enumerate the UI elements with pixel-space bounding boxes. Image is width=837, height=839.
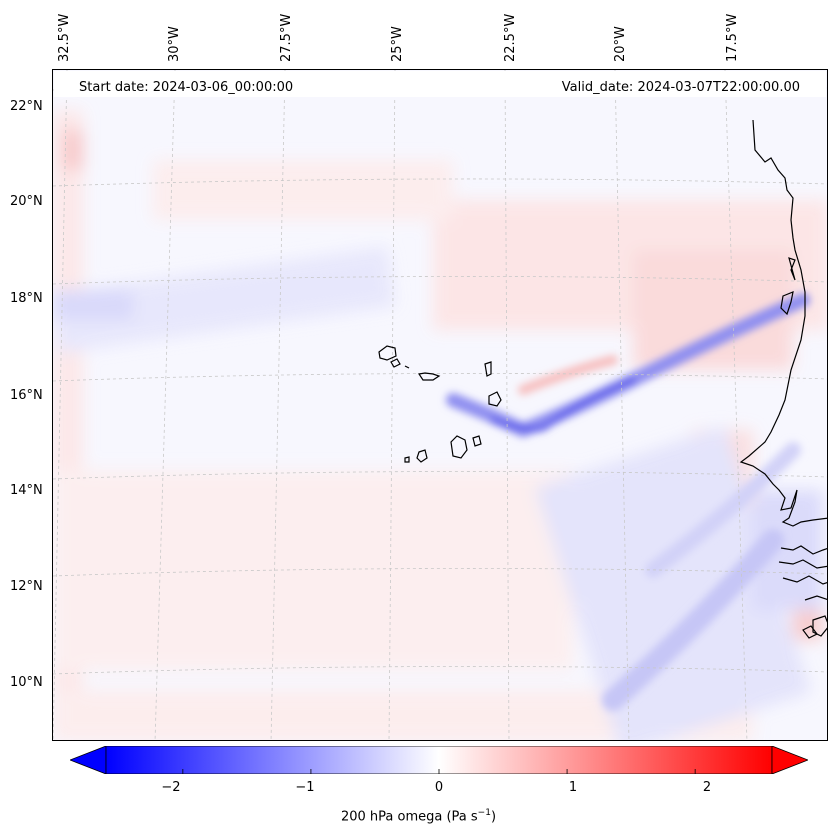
lon-label-20w: 20°W: [613, 26, 628, 62]
cape-verde-island: [378, 345, 397, 361]
lon-label-25w: 25°W: [390, 26, 405, 62]
positive-area: [63, 130, 83, 170]
lon-label-22.5w: 22.5°W: [503, 13, 518, 62]
colorbar-extend-low: [70, 746, 107, 774]
cape-verde-island: [390, 358, 401, 368]
lon-label-30w: 30°W: [167, 26, 182, 62]
colorbar-tick-label: 1: [568, 780, 578, 795]
positive-area: [53, 470, 573, 670]
cape-verde-island: [404, 456, 410, 463]
africa-coastline: [739, 119, 827, 527]
start-date-label: Start date: 2024-03-06_00:00:00: [79, 80, 294, 95]
cape-verde-island: [450, 435, 468, 459]
coastlines: [378, 119, 827, 639]
cape-verde-island: [404, 365, 410, 369]
colorbar-tick-label: 2: [702, 780, 712, 795]
negative-streak: [645, 442, 801, 578]
lat-label-22n: 22°N: [10, 99, 43, 114]
info-bar: Start date: 2024-03-06_00:00:00 Valid_da…: [54, 71, 826, 97]
lat-label-12n: 12°N: [10, 579, 43, 594]
colorbar-extend-high: [771, 746, 808, 774]
positive-area: [153, 160, 453, 220]
lon-label-17.5w: 17.5°W: [725, 13, 740, 62]
colorbar: [70, 746, 808, 774]
negative-area: [53, 246, 396, 354]
colorbar-tick-label: −2: [161, 780, 181, 795]
omega-field: [53, 70, 827, 740]
cape-verde-island: [488, 391, 502, 407]
cape-verde-island: [472, 435, 482, 447]
lat-label-20n: 20°N: [10, 194, 43, 209]
lon-label-27.5w: 27.5°W: [279, 13, 294, 62]
positive-streak: [518, 355, 618, 395]
colorbar-tick-label: −1: [295, 780, 315, 795]
cape-verde-island: [484, 361, 492, 377]
lat-label-10n: 10°N: [10, 675, 43, 690]
cape-verde-island: [416, 449, 428, 463]
lat-label-14n: 14°N: [10, 483, 43, 498]
negative-streak: [602, 529, 784, 711]
colorbar-tick-label: 0: [434, 780, 444, 795]
colorbar-title: 200 hPa omega (Pa s−1): [340, 808, 497, 825]
lon-label-32.5w: 32.5°W: [57, 13, 72, 62]
map-panel[interactable]: Start date: 2024-03-06_00:00:00 Valid_da…: [52, 69, 828, 741]
cape-verde-island: [417, 372, 441, 381]
valid-date-label: Valid_date: 2024-03-07T22:00:00.00: [561, 80, 800, 95]
negative-streak: [490, 377, 636, 432]
lat-label-16n: 16°N: [10, 388, 43, 403]
lat-label-18n: 18°N: [10, 291, 43, 306]
negative-area: [53, 290, 133, 320]
